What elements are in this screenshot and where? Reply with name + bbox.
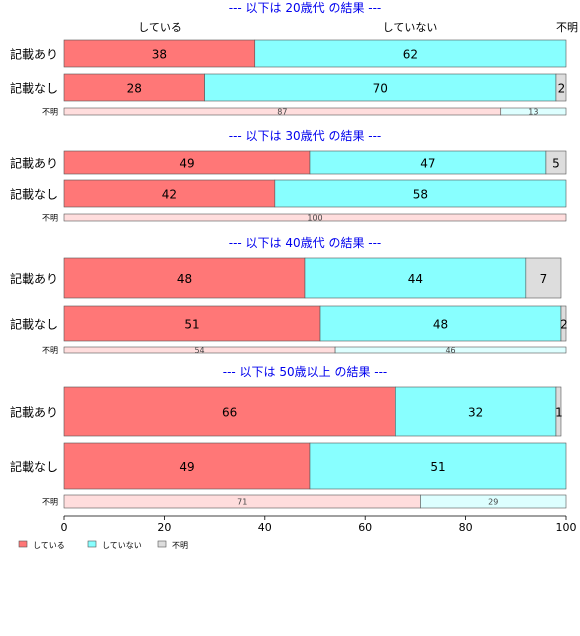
data-label: 32 <box>468 406 483 420</box>
data-label: 28 <box>127 82 142 96</box>
row-label: 記載なし <box>10 317 58 332</box>
data-label: 49 <box>179 460 194 474</box>
x-tick-label: 20 <box>157 521 171 534</box>
data-label: 66 <box>222 406 237 420</box>
legend-label: している <box>33 541 65 550</box>
data-label: 47 <box>420 157 435 171</box>
bar-segment <box>304 257 527 299</box>
bar-segment <box>525 257 562 299</box>
x-tick-label: 80 <box>459 521 473 534</box>
data-label: 51 <box>184 318 199 332</box>
x-tick-label: 100 <box>556 521 577 534</box>
bar-segment <box>63 179 276 208</box>
bar-segment <box>500 107 567 116</box>
data-label: 48 <box>433 318 448 332</box>
x-tick-label: 60 <box>358 521 372 534</box>
row-label: 記載あり <box>10 47 58 62</box>
row-label: 不明 <box>42 214 58 223</box>
row-label: 記載なし <box>10 187 58 202</box>
data-label: 29 <box>488 498 498 507</box>
row-label: 記載あり <box>10 156 58 171</box>
data-label: 1 <box>555 406 563 420</box>
legend-label: していない <box>102 541 142 550</box>
data-label: 49 <box>179 157 194 171</box>
row-label: 不明 <box>42 108 58 117</box>
bar-segment <box>274 179 567 208</box>
bar-segment <box>309 442 567 490</box>
bar-segment <box>545 150 567 175</box>
group-title: --- 以下は 40歳代 の結果 --- <box>229 236 382 250</box>
legend-swatch <box>157 540 167 548</box>
column-header: 不明 <box>556 21 578 34</box>
row-label: 記載なし <box>10 459 58 474</box>
bar-segment <box>555 386 562 437</box>
bar-segment <box>63 305 321 342</box>
data-label: 7 <box>540 272 548 286</box>
bar-segment <box>254 39 567 68</box>
data-label: 62 <box>403 48 418 62</box>
bar-segment <box>319 305 562 342</box>
data-label: 54 <box>194 346 204 355</box>
group-title: --- 以下は 50歳以上 の結果 --- <box>223 365 388 379</box>
group-title: --- 以下は 30歳代 の結果 --- <box>229 129 382 143</box>
column-header: していない <box>383 21 438 34</box>
data-label: 2 <box>558 82 566 96</box>
bar-segment <box>334 346 567 354</box>
bar-segment <box>63 39 256 68</box>
data-label: 71 <box>237 498 247 507</box>
data-label: 51 <box>430 460 445 474</box>
bar-segment <box>204 73 557 102</box>
x-tick-label: 40 <box>258 521 272 534</box>
data-label: 5 <box>552 157 560 171</box>
group-title: --- 以下は 20歳代 の結果 --- <box>229 1 382 15</box>
bar-segment <box>420 494 567 509</box>
data-label: 38 <box>152 48 167 62</box>
data-label: 70 <box>373 82 388 96</box>
data-label: 44 <box>408 272 423 286</box>
legend-label: 不明 <box>172 541 188 550</box>
bar-segment <box>63 73 205 102</box>
data-label: 13 <box>528 108 538 117</box>
bar-segment <box>63 442 311 490</box>
bar-segment <box>555 73 567 102</box>
data-label: 100 <box>307 214 322 223</box>
row-label: 不明 <box>42 346 58 355</box>
row-label: 記載あり <box>10 271 58 286</box>
row-label: 記載なし <box>10 81 58 96</box>
data-label: 48 <box>177 272 192 286</box>
row-label: 不明 <box>42 498 58 507</box>
legend-swatch <box>87 540 97 548</box>
data-label: 46 <box>445 346 455 355</box>
row-label: 記載あり <box>10 405 58 420</box>
legend-swatch <box>18 540 28 548</box>
bar-segment <box>560 305 567 342</box>
bar-segment <box>63 386 396 437</box>
bar-segment <box>63 257 306 299</box>
bar-segment <box>395 386 557 437</box>
data-label: 87 <box>277 108 287 117</box>
column-header: している <box>138 21 182 34</box>
data-label: 2 <box>560 318 568 332</box>
bar-segment <box>63 213 567 222</box>
data-label: 58 <box>413 188 428 202</box>
data-label: 42 <box>162 188 177 202</box>
x-tick-label: 0 <box>61 521 68 534</box>
